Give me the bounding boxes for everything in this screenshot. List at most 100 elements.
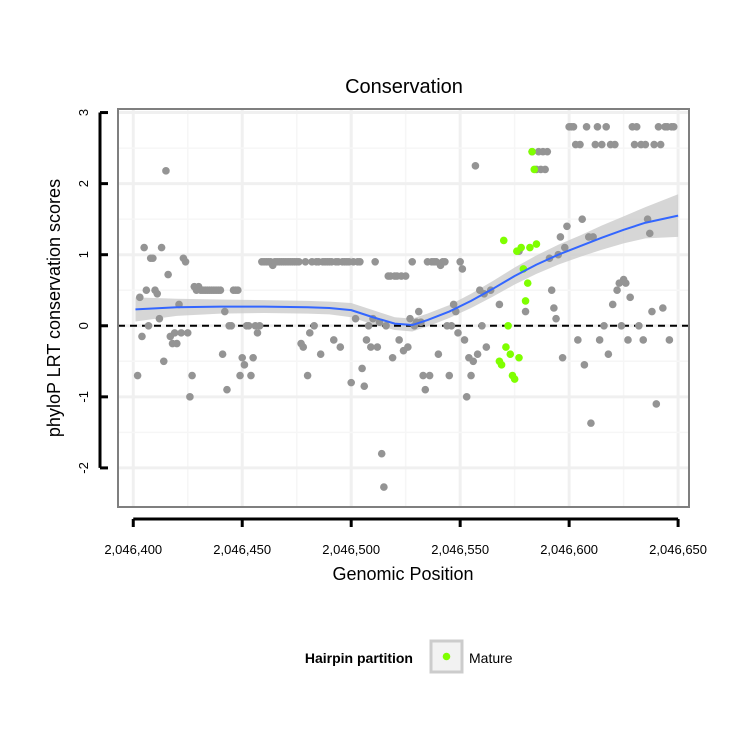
data-point-other <box>153 289 162 298</box>
data-point-other <box>473 350 482 358</box>
data-point-other <box>626 293 634 302</box>
x-axis-label: Genomic Position <box>332 564 473 584</box>
data-point-other <box>556 233 565 241</box>
data-point-other <box>578 215 587 223</box>
data-point-other <box>408 258 417 266</box>
data-point-other <box>648 307 656 316</box>
data-point-other <box>467 371 475 380</box>
data-point-other <box>347 378 355 387</box>
data-point-other <box>177 329 186 337</box>
data-point-other <box>598 140 606 149</box>
data-point-other <box>360 382 369 390</box>
y-tick-label: 3 <box>76 109 91 116</box>
smooth-fit-line <box>135 214 679 327</box>
data-point-other <box>574 336 582 344</box>
data-point-other <box>569 122 578 131</box>
x-tick-label: 2,046,600 <box>540 542 598 557</box>
data-point-other <box>181 258 190 266</box>
data-point-other <box>543 147 552 156</box>
data-point-other <box>469 357 478 366</box>
data-point-other <box>238 353 247 362</box>
data-point-mature <box>515 353 523 362</box>
data-point-other <box>558 353 567 362</box>
data-point-other <box>401 272 410 280</box>
data-point-other <box>364 321 373 330</box>
data-point-other <box>447 321 456 330</box>
grid-lines <box>118 109 689 507</box>
data-point-other <box>456 258 464 266</box>
data-point-other <box>454 329 462 337</box>
y-tick-label: 1 <box>76 251 91 258</box>
x-tick-label: 2,046,650 <box>649 542 707 557</box>
data-point-other <box>255 321 264 330</box>
data-point-other <box>223 385 231 394</box>
data-point-other <box>142 286 151 295</box>
data-point-other <box>665 336 674 344</box>
y-tick-label: -2 <box>76 462 91 474</box>
y-tick-label: -1 <box>76 391 91 403</box>
data-point-other <box>149 254 157 263</box>
x-axis: 2,046,400 2,046,450 2,046,500 2,046,550 2,04… <box>104 517 707 557</box>
data-point-mature <box>528 147 536 156</box>
data-point-other <box>295 258 303 266</box>
data-point-other <box>329 336 338 344</box>
data-point-other <box>404 343 412 351</box>
data-point-other <box>253 329 262 337</box>
data-point-other <box>550 304 558 312</box>
data-point-other <box>234 286 242 295</box>
data-point-other <box>135 293 144 302</box>
data-point-other <box>183 329 192 337</box>
y-axis: -2 -1 0 1 2 3 <box>76 109 108 474</box>
data-point-mature <box>530 165 539 174</box>
data-point-mature <box>523 279 532 287</box>
data-point-other <box>216 286 225 295</box>
data-point-other <box>218 350 227 358</box>
chart-title: Conservation <box>345 76 463 98</box>
data-point-other <box>170 329 179 337</box>
data-point-other <box>613 286 621 295</box>
data-point-other <box>478 321 486 330</box>
data-point-other <box>173 339 181 348</box>
legend: Hairpin partition Mature <box>305 639 513 674</box>
data-point-other <box>593 122 602 131</box>
points-layer <box>133 122 678 491</box>
data-point-other <box>249 353 257 362</box>
data-point-other <box>351 314 360 323</box>
data-point-other <box>604 350 613 358</box>
data-point-other <box>587 419 595 427</box>
data-point-other <box>406 314 414 323</box>
data-point-other <box>434 350 443 358</box>
data-point-other <box>563 222 571 231</box>
data-point-other <box>133 371 142 380</box>
data-point-mature <box>504 321 512 330</box>
data-point-other <box>630 140 639 149</box>
data-point-other <box>639 336 648 344</box>
data-point-mature <box>521 297 530 305</box>
data-point-other <box>362 336 371 344</box>
data-point-other <box>632 122 641 131</box>
data-point-other <box>624 336 632 344</box>
data-point-mature <box>502 343 510 351</box>
data-point-mature <box>506 350 515 358</box>
data-point-other <box>656 140 665 149</box>
data-point-other <box>608 300 617 309</box>
data-point-other <box>395 336 403 344</box>
data-point-other <box>659 304 667 312</box>
data-point-mature <box>532 240 541 248</box>
data-point-other <box>236 371 244 380</box>
data-point-other <box>162 167 170 175</box>
x-tick-label: 2,046,400 <box>104 542 162 557</box>
data-point-other <box>380 483 388 491</box>
data-point-other <box>371 258 379 266</box>
data-point-other <box>419 371 427 380</box>
data-point-other <box>652 400 661 408</box>
data-point-mature <box>497 361 506 369</box>
data-point-other <box>155 314 164 323</box>
plot-border <box>117 108 690 508</box>
data-point-other <box>188 371 196 380</box>
data-point-other <box>654 122 663 131</box>
data-point-other <box>441 258 449 266</box>
data-point-other <box>240 361 249 369</box>
data-point-other <box>641 140 650 149</box>
x-tick-label: 2,046,500 <box>322 542 380 557</box>
